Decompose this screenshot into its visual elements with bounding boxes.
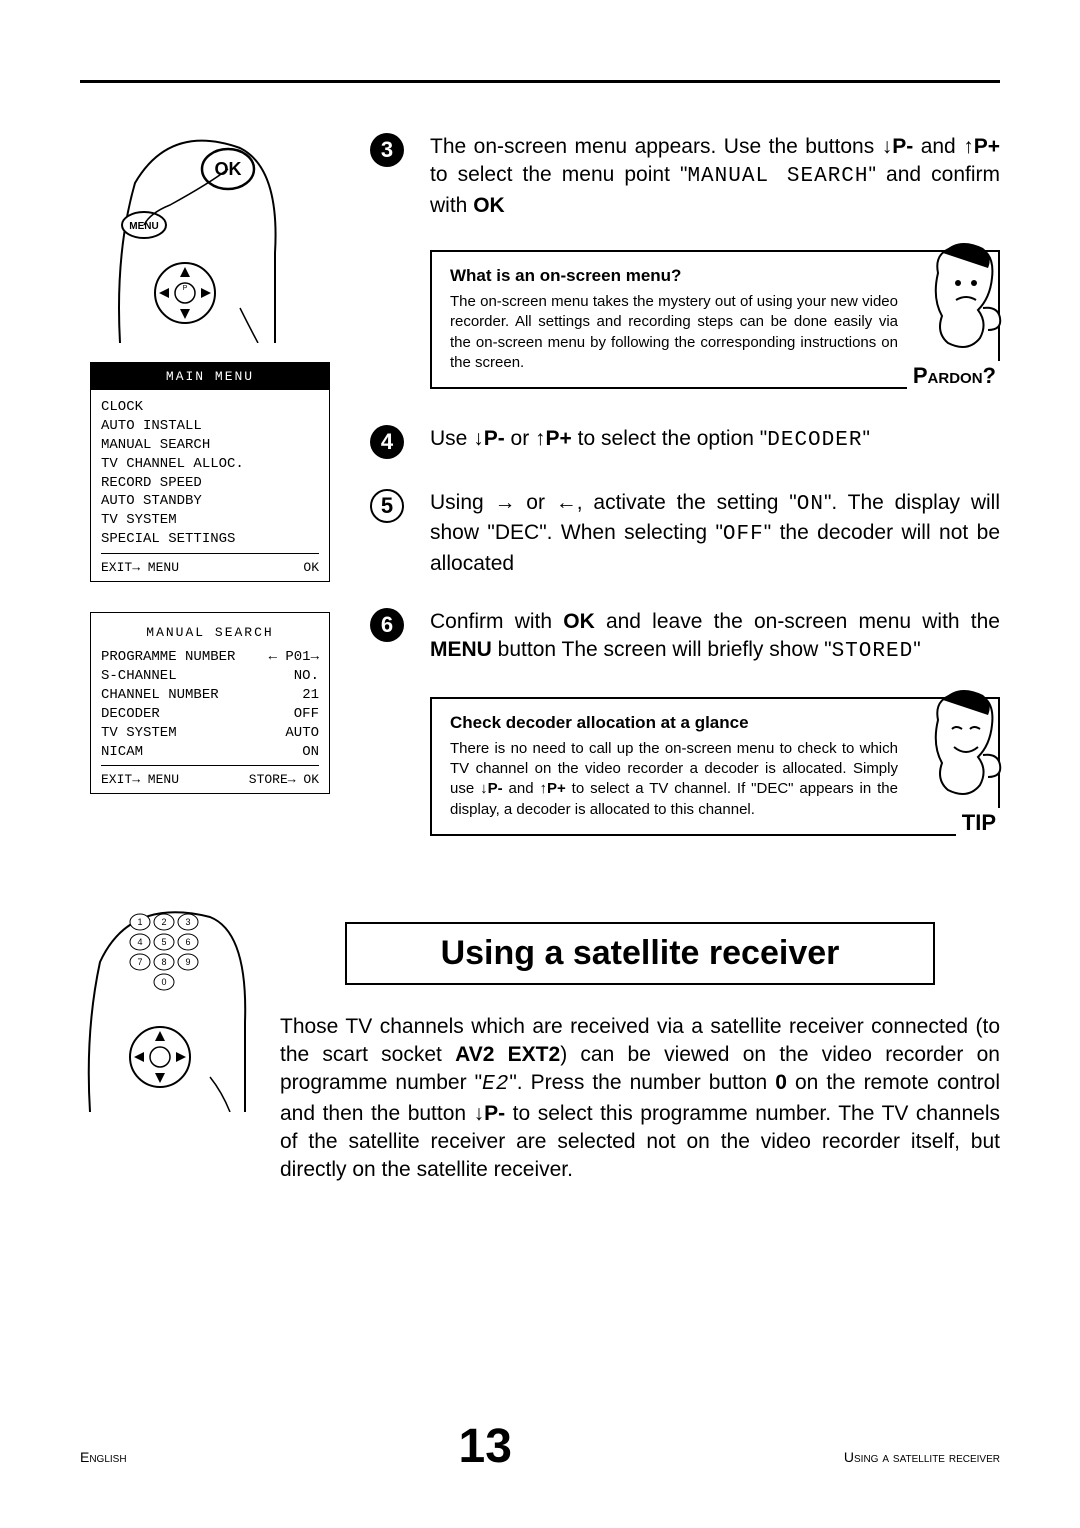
t: Using → or ←, activate the setting " [430,491,797,514]
p-minus: P- [484,1102,505,1125]
t: and [921,135,964,158]
svg-text:6: 6 [185,937,190,947]
menu-point: MANUAL SEARCH [687,165,868,188]
page-number: 13 [459,1419,512,1474]
svg-text:4: 4 [137,937,142,947]
ms-label: PROGRAMME NUMBER [101,648,235,667]
ms-footer-right: STORE→ OK [249,772,319,787]
p-minus: P- [892,135,913,158]
stored-label: STORED [832,640,914,663]
ms-value: ← P01→ [269,648,319,667]
ok-label: OK [473,194,505,217]
info-box-tip: Check decoder allocation at a glance The… [430,697,1000,836]
footer-right: Using a satellite receiver [844,1449,1000,1465]
step-5: 5 Using → or ←, activate the setting "ON… [370,489,1000,578]
ms-value: OFF [294,705,319,724]
svg-text:2: 2 [161,917,166,927]
remote-illustration-top: OK MENU P [110,133,280,343]
page-footer: English 13 Using a satellite receiver [80,1419,1000,1474]
off-label: OFF [723,523,764,546]
t: and [503,780,540,797]
menu-item: AUTO STANDBY [101,492,319,511]
prog-e2: E2 [482,1073,509,1096]
svg-text:7: 7 [137,957,142,967]
ok-label: OK [563,610,595,633]
ms-label: TV SYSTEM [101,724,177,743]
menu-footer-right: OK [303,560,319,575]
ms-label: NICAM [101,743,143,762]
step-3: 3 The on-screen menu appears. Use the bu… [370,133,1000,220]
menu-item: TV SYSTEM [101,511,319,530]
corner-pardon: Pardon? [907,361,1002,391]
info-title: Check decoder allocation at a glance [450,713,898,733]
menu-item: SPECIAL SETTINGS [101,530,319,549]
menu-item: CLOCK [101,398,319,417]
manual-search-box: MANUAL SEARCH PROGRAMME NUMBER ← P01→ S-C… [90,612,330,794]
menu-item: AUTO INSTALL [101,417,319,436]
t: and leave the on-screen menu with the [595,610,1000,633]
ms-value: 21 [302,686,319,705]
t: " [862,427,869,450]
svg-text:8: 8 [161,957,166,967]
main-menu-header: MAIN MENU [91,363,329,390]
svg-text:P: P [183,285,188,292]
p-minus: P- [484,427,505,450]
main-menu-box: MAIN MENU CLOCK AUTO INSTALL MANUAL SEAR… [90,362,330,582]
option: DECODER [767,429,862,452]
manual-search-header: MANUAL SEARCH [91,613,329,646]
t: Confirm with [430,610,563,633]
on-label: ON [797,493,824,516]
ms-label: S-CHANNEL [101,667,177,686]
svg-text:9: 9 [185,957,190,967]
step-number-6: 6 [370,608,404,642]
info-title: What is an on-screen menu? [450,266,898,286]
menu-item: MANUAL SEARCH [101,436,319,455]
svg-text:1: 1 [137,917,142,927]
svg-text:0: 0 [161,977,166,987]
ms-value: NO. [294,667,319,686]
footer-left: English [80,1449,127,1465]
ms-value: ON [302,743,319,762]
t: button The screen will briefly show " [492,638,832,661]
svg-text:3: 3 [185,917,190,927]
p-plus: P+ [974,135,1000,158]
face-icon-tip [918,685,1008,805]
menu-item: TV CHANNEL ALLOC. [101,455,319,474]
scart-label: AV2 EXT2 [455,1043,560,1066]
right-column: 3 The on-screen menu appears. Use the bu… [370,133,1000,872]
step-number-3: 3 [370,133,404,167]
p-plus: P+ [547,780,566,797]
menu-item: RECORD SPEED [101,474,319,493]
p-minus: P- [488,780,503,797]
t: ". Press the number button [509,1071,775,1094]
svg-text:5: 5 [161,937,166,947]
step-4: 4 Use ↓P- or ↑P+ to select the option "D… [370,425,1000,459]
t: to select the option " [578,427,768,450]
p-plus: P+ [546,427,572,450]
svg-text:MENU: MENU [129,221,158,232]
step-number-5: 5 [370,489,404,523]
remote-illustration-bottom: 1 2 3 4 5 6 7 8 9 0 [80,892,250,1117]
menu-footer-left: EXIT→ MENU [101,560,179,575]
info-box-pardon: What is an on-screen menu? The on-screen… [430,250,1000,389]
step-6: 6 Confirm with OK and leave the on-scree… [370,608,1000,667]
ms-label: DECODER [101,705,160,724]
corner-tip: TIP [956,808,1002,838]
ms-footer-left: EXIT→ MENU [101,772,179,787]
t: to select the menu point " [430,163,687,186]
info-body: The on-screen menu takes the mystery out… [450,292,898,373]
menu-btn: MENU [430,638,492,661]
left-column: OK MENU P MAIN MENU CLOCK AUTO INSTALL M… [80,133,340,872]
ms-label: CHANNEL NUMBER [101,686,219,705]
t: or [511,427,536,450]
section-title: Using a satellite receiver [345,922,935,985]
t: " [913,638,920,661]
t: Use [430,427,473,450]
t: The on-screen menu appears. Use the butt… [430,135,882,158]
face-icon-confused [918,238,1008,358]
ms-value: AUTO [285,724,319,743]
step-number-4: 4 [370,425,404,459]
zero-btn: 0 [775,1071,787,1094]
